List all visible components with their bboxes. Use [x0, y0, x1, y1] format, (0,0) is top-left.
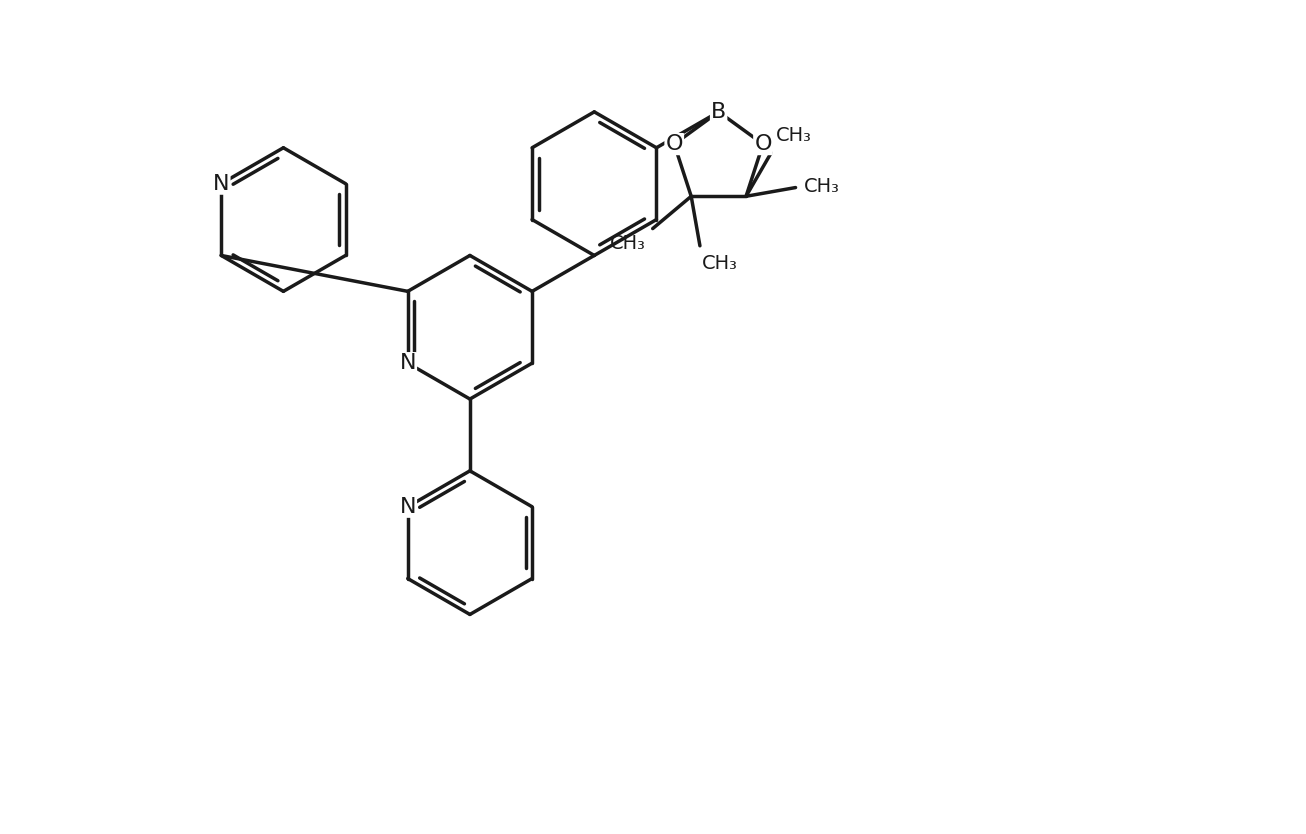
Text: B: B — [710, 102, 726, 122]
Text: CH₃: CH₃ — [776, 126, 811, 145]
Text: O: O — [666, 134, 683, 154]
Text: N: N — [400, 497, 417, 517]
Text: CH₃: CH₃ — [701, 254, 738, 274]
Text: O: O — [755, 134, 772, 154]
Text: CH₃: CH₃ — [610, 234, 646, 254]
Text: CH₃: CH₃ — [804, 177, 840, 195]
Text: N: N — [213, 173, 230, 193]
Text: N: N — [400, 353, 417, 373]
